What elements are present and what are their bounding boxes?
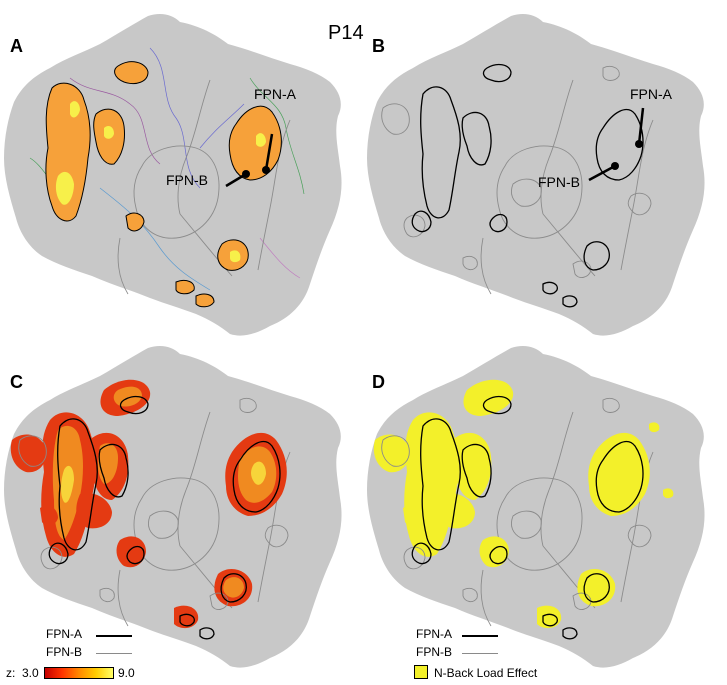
- fpn-a-pointer-a: [264, 133, 274, 171]
- fpn-b-pointer-b: [588, 164, 616, 182]
- panel-c: [4, 346, 342, 668]
- panel-letter-c: C: [10, 372, 23, 392]
- fpn-a-dot-b: [635, 140, 643, 148]
- colorbar-max: 9.0: [118, 666, 135, 680]
- panel-a: [4, 14, 342, 336]
- fpn-a-pointer-b: [637, 107, 645, 145]
- legend-c-fpn-a-label: FPN-A: [46, 627, 82, 641]
- legend-d-fpn-b-label: FPN-B: [416, 645, 452, 659]
- brain-flatmap-b: [367, 14, 705, 336]
- colorbar-prefix: z:: [6, 666, 16, 680]
- legend-c-fpn-b-line: [96, 653, 132, 654]
- fpn-a-callout-b: FPN-A: [630, 86, 672, 102]
- fpn-a-callout-a: FPN-A: [254, 86, 296, 102]
- subject-label: P14: [328, 22, 364, 44]
- colorbar: [44, 667, 114, 679]
- colorbar-min: 3.0: [22, 666, 39, 680]
- fpn-b-dot-b: [611, 162, 619, 170]
- load-effect-label: N-Back Load Effect: [434, 666, 538, 680]
- fpn-b-callout-a: FPN-B: [166, 172, 208, 188]
- panel-letter-a: A: [10, 36, 23, 56]
- panel-d: [367, 346, 705, 668]
- fpn-b-callout-b: FPN-B: [538, 174, 580, 190]
- legend-c-fpn-a-line: [96, 635, 132, 637]
- legend-c-fpn-b-label: FPN-B: [46, 645, 82, 659]
- legend-d-fpn-b-line: [462, 653, 498, 654]
- legend-d-fpn-a-label: FPN-A: [416, 627, 452, 641]
- load-effect-swatch: [414, 665, 428, 679]
- panel-b: [367, 14, 705, 336]
- fpn-b-dot-a: [242, 170, 250, 178]
- panel-letter-b: B: [372, 36, 385, 56]
- fpn-a-dot-a: [262, 166, 270, 174]
- legend-d-fpn-a-line: [462, 635, 498, 637]
- panel-letter-d: D: [372, 372, 385, 392]
